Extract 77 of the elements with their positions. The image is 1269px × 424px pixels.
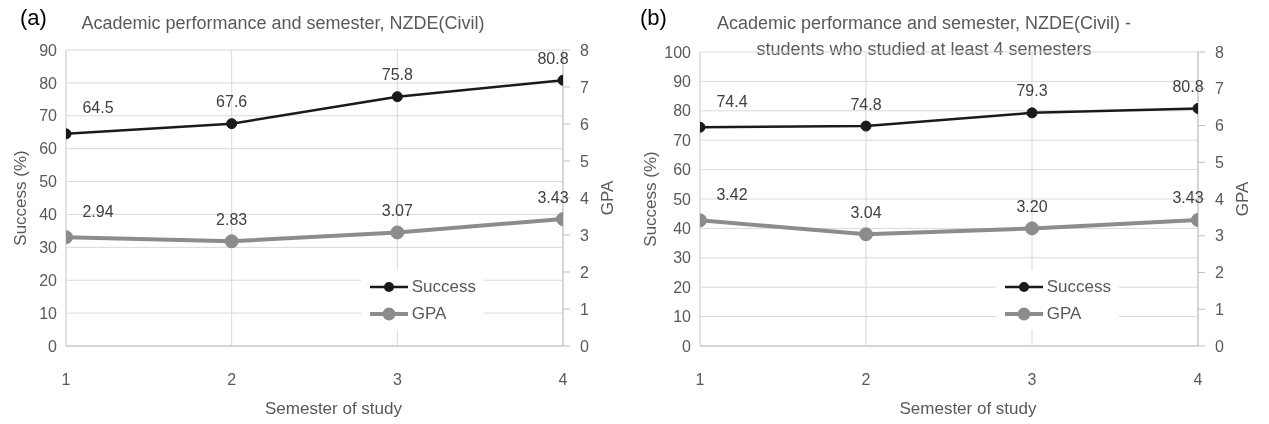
chart-title: Academic performance and semester, NZDE(Civil) — [81, 13, 485, 33]
data-label: 3.43 — [537, 188, 569, 206]
data-label: 80.8 — [1172, 77, 1204, 95]
x-axis-title: Semester of study — [899, 398, 1037, 418]
y-tick-label: 70 — [673, 131, 692, 149]
y2-tick-label: 0 — [580, 337, 589, 355]
y-tick-label: 40 — [673, 220, 692, 238]
x-tick-label: 3 — [392, 371, 402, 389]
y2-tick-label: 8 — [1215, 43, 1224, 61]
data-label: 3.42 — [716, 185, 748, 203]
y-tick-label: 90 — [673, 73, 692, 91]
x-tick-label: 1 — [61, 371, 71, 389]
y-tick-label: 0 — [682, 337, 692, 355]
data-label: 67.6 — [216, 93, 248, 111]
y-axis-title: Success (%) — [10, 150, 30, 246]
y2-tick-label: 5 — [580, 152, 589, 170]
data-label: 79.3 — [1016, 82, 1048, 100]
x-tick-label: 1 — [695, 371, 705, 389]
x-tick-label: 3 — [1027, 371, 1037, 389]
legend-label: GPA — [411, 303, 447, 324]
data-label: 80.8 — [537, 49, 569, 67]
x-axis-title: Semester of study — [264, 398, 403, 418]
y2-tick-label: 7 — [1215, 80, 1224, 98]
y2-axis-title: GPA — [1232, 181, 1252, 217]
data-label: 74.8 — [850, 95, 882, 113]
y2-tick-label: 1 — [580, 300, 589, 318]
x-tick-label: 4 — [1193, 371, 1203, 389]
y-tick-label: 50 — [39, 173, 58, 191]
x-tick-label: 4 — [558, 371, 568, 389]
y-tick-label: 10 — [39, 304, 58, 322]
data-label: 3.04 — [850, 203, 882, 221]
y-tick-label: 20 — [673, 278, 692, 296]
y-tick-label: 70 — [39, 107, 58, 125]
legend-label: Success — [1046, 276, 1111, 297]
y2-tick-label: 0 — [1215, 337, 1224, 355]
y-tick-label: 80 — [673, 102, 692, 120]
text: (a) — [20, 4, 47, 32]
data-label: 75.8 — [381, 66, 414, 84]
y-tick-label: 30 — [39, 239, 58, 257]
text: (b) — [640, 4, 667, 32]
y-tick-label: 50 — [673, 190, 692, 208]
y-tick-label: 40 — [39, 206, 58, 224]
data-label: 3.07 — [381, 201, 414, 219]
y2-tick-label: 1 — [1215, 300, 1224, 318]
y-tick-label: 20 — [39, 271, 58, 289]
y2-tick-label: 8 — [580, 41, 589, 59]
data-label: 2.83 — [216, 210, 248, 228]
y-tick-label: 10 — [673, 308, 692, 326]
y2-tick-label: 6 — [580, 115, 589, 133]
y2-tick-label: 3 — [580, 226, 589, 244]
x-tick-label: 2 — [861, 371, 871, 389]
data-label: 74.4 — [716, 92, 748, 110]
y-tick-label: 90 — [39, 41, 58, 59]
y2-tick-label: 5 — [1215, 153, 1224, 171]
legend-label: Success — [411, 276, 476, 297]
y2-tick-label: 2 — [1215, 264, 1224, 282]
data-label: 3.43 — [1172, 189, 1204, 207]
y-tick-label: 60 — [673, 161, 692, 179]
data-label: 64.5 — [82, 99, 114, 117]
y2-tick-label: 4 — [1215, 190, 1224, 208]
y2-tick-label: 4 — [580, 189, 589, 207]
y2-axis-title: GPA — [597, 180, 617, 216]
y2-tick-label: 7 — [580, 78, 589, 96]
y2-tick-label: 2 — [580, 263, 589, 281]
data-label: 3.20 — [1016, 197, 1048, 215]
x-tick-label: 2 — [227, 371, 237, 389]
y2-tick-label: 3 — [1215, 227, 1224, 245]
data-label: 2.94 — [82, 202, 114, 220]
y-tick-label: 0 — [48, 337, 58, 355]
chart-title: Academic performance and semester, NZDE(Civil) - students who studied at least 4 semesters — [715, 12, 1133, 61]
legend-label: GPA — [1046, 303, 1082, 324]
y2-tick-label: 6 — [1215, 117, 1224, 135]
y-tick-label: 60 — [39, 140, 58, 158]
y-tick-label: 80 — [39, 74, 58, 92]
y-axis-title: Success (%) — [640, 151, 660, 247]
y-tick-label: 30 — [673, 249, 692, 267]
y-tick-label: 100 — [664, 43, 692, 61]
